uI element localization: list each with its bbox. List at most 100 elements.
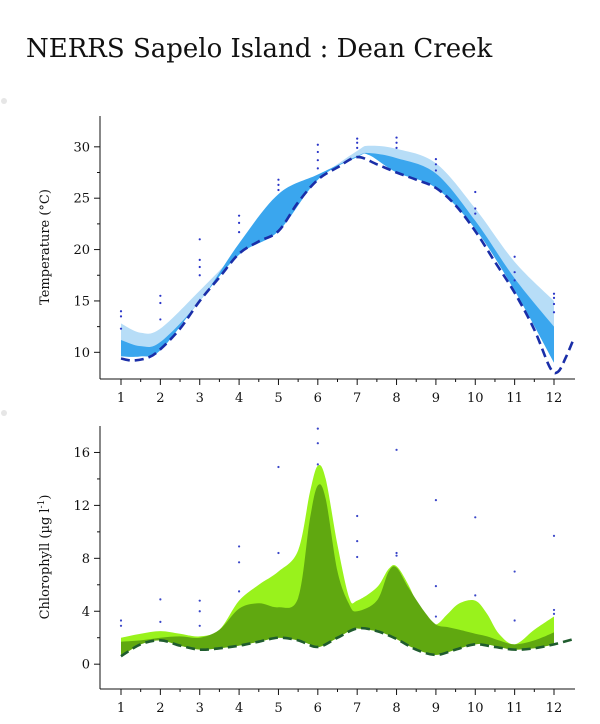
series-line-0 [120, 626, 575, 658]
data-point-28 [552, 534, 556, 537]
y-tick-label-2: 8 [82, 552, 90, 567]
x-tick-label-1: 2 [156, 701, 164, 716]
x-tick-label-5: 6 [314, 701, 322, 716]
x-tick-label-8: 9 [432, 391, 440, 406]
data-point-34 [513, 279, 516, 282]
data-point-27 [434, 163, 438, 166]
data-point-12 [316, 427, 319, 430]
x-tick-label-6: 7 [353, 391, 361, 406]
data-point-11 [237, 221, 241, 224]
outer-band-area [121, 464, 554, 657]
x-tick-label-0: 1 [117, 701, 125, 716]
x-tick-label-2: 3 [196, 391, 204, 406]
data-point-13 [277, 178, 280, 181]
data-point-19 [395, 551, 398, 555]
data-point-19 [316, 167, 319, 170]
data-point-10 [277, 465, 280, 469]
data-point-8 [198, 265, 201, 269]
data-point-30 [474, 207, 477, 210]
data-point-14 [277, 183, 280, 186]
data-point-31 [474, 212, 477, 215]
data-point-1 [119, 624, 123, 627]
data-point-4 [198, 599, 201, 602]
x-tick-label-9: 10 [467, 391, 484, 406]
series-line-0 [120, 155, 575, 375]
data-point-2 [159, 598, 162, 601]
y-tick-label-0: 0 [82, 658, 90, 673]
y-tick-label-0: 10 [73, 346, 90, 361]
data-point-0 [119, 310, 123, 313]
edge-marker-top [1, 98, 7, 104]
x-tick-label-7: 8 [392, 391, 400, 406]
data-point-22 [356, 146, 359, 149]
data-point-17 [316, 150, 319, 154]
data-point-30 [552, 612, 556, 615]
page-title: NERRS Sapelo Island : Dean Creek [26, 34, 493, 64]
data-point-15 [277, 188, 280, 192]
data-point-24 [395, 141, 398, 144]
inner-band-area [121, 484, 554, 657]
x-tick-label-7: 8 [392, 701, 400, 716]
x-tick-label-11: 12 [546, 391, 563, 406]
data-point-3 [159, 294, 162, 297]
x-tick-label-8: 9 [432, 701, 440, 716]
y-tick-label-4: 16 [73, 446, 90, 461]
data-point-20 [356, 137, 359, 140]
data-point-6 [198, 238, 201, 241]
data-point-5 [198, 610, 201, 613]
x-tick-label-2: 3 [196, 701, 204, 716]
y-axis-title: Temperature (°C) [38, 189, 53, 305]
y-tick-label-3: 12 [73, 499, 90, 514]
data-point-25 [395, 146, 398, 149]
x-tick-label-3: 4 [235, 701, 243, 716]
inner-band-area [121, 152, 554, 363]
data-point-1 [119, 315, 123, 318]
data-point-4 [159, 301, 162, 305]
data-point-11 [277, 551, 280, 555]
data-point-33 [513, 271, 516, 274]
data-point-5 [159, 318, 162, 321]
x-tick-label-0: 1 [117, 391, 125, 406]
data-point-10 [237, 214, 241, 217]
data-point-14 [316, 463, 319, 466]
y-axis-title: Chlorophyll (µg l-1) [37, 495, 53, 620]
data-point-16 [356, 540, 359, 543]
x-tick-label-4: 5 [274, 701, 282, 716]
data-point-17 [356, 555, 359, 559]
data-point-9 [198, 274, 201, 277]
data-point-3 [159, 620, 162, 623]
data-point-29 [552, 608, 556, 612]
data-point-26 [434, 158, 438, 161]
data-point-26 [513, 570, 516, 573]
data-point-25 [474, 594, 477, 597]
data-point-18 [316, 159, 319, 162]
data-point-18 [395, 448, 398, 451]
data-point-37 [552, 302, 556, 306]
x-tick-label-3: 4 [235, 391, 243, 406]
data-point-21 [434, 499, 438, 502]
data-point-7 [237, 545, 241, 548]
data-point-7 [198, 258, 201, 261]
x-tick-label-11: 12 [546, 701, 563, 716]
data-point-36 [552, 296, 556, 299]
edge-marker-bottom [1, 410, 7, 416]
data-point-22 [434, 585, 438, 588]
data-point-12 [237, 231, 241, 234]
x-tick-label-10: 11 [506, 391, 523, 406]
data-point-0 [119, 619, 123, 622]
y-tick-label-2: 20 [73, 243, 90, 258]
data-point-2 [119, 327, 123, 330]
data-point-24 [474, 516, 477, 519]
y-tick-label-1: 15 [73, 294, 90, 309]
data-point-38 [552, 311, 556, 314]
data-point-16 [316, 143, 319, 146]
y-tick-label-3: 25 [73, 192, 90, 207]
data-point-13 [316, 442, 319, 445]
y-tick-label-4: 30 [73, 140, 90, 155]
data-point-9 [237, 590, 241, 593]
data-point-21 [356, 141, 359, 144]
x-tick-label-10: 11 [506, 701, 523, 716]
